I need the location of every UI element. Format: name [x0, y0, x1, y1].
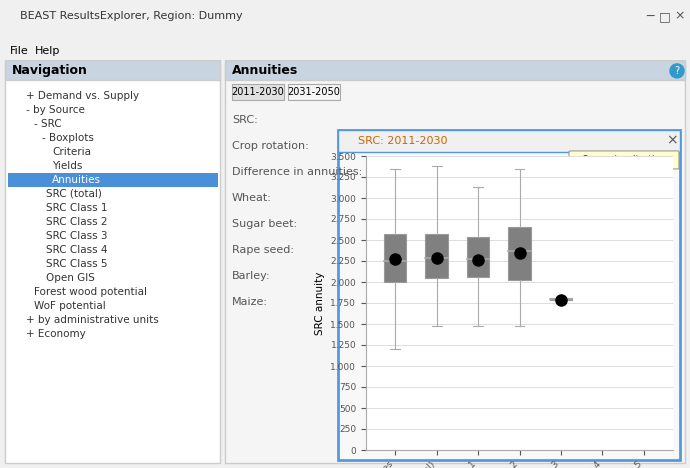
- Text: Criteria: Criteria: [52, 147, 91, 157]
- Bar: [425, 234, 448, 278]
- Text: ?: ?: [674, 66, 680, 76]
- Bar: [466, 237, 489, 277]
- Circle shape: [670, 64, 684, 78]
- Bar: [225, 65, 685, 463]
- Text: □: □: [659, 10, 671, 23]
- Text: BEAST ResultsExplorer, Region: Dummy: BEAST ResultsExplorer, Region: Dummy: [20, 11, 243, 21]
- Text: + Demand vs. Supply: + Demand vs. Supply: [26, 91, 139, 101]
- FancyBboxPatch shape: [569, 151, 679, 169]
- Text: SRC:: SRC:: [232, 115, 258, 125]
- Bar: [508, 227, 531, 280]
- Y-axis label: SRC annuity: SRC annuity: [315, 271, 325, 335]
- Text: Maize:: Maize:: [232, 297, 268, 307]
- Bar: [338, 130, 680, 152]
- Text: ×: ×: [666, 134, 678, 148]
- Text: - Boxplots: - Boxplots: [42, 133, 94, 143]
- Text: Rape seed:: Rape seed:: [232, 245, 294, 255]
- Text: SRC Class 3: SRC Class 3: [46, 231, 108, 241]
- Bar: [232, 84, 284, 100]
- Text: File: File: [10, 46, 29, 56]
- Text: Annuities: Annuities: [52, 175, 101, 185]
- Text: SRC Class 5: SRC Class 5: [46, 259, 108, 269]
- Bar: [5, 65, 220, 463]
- Text: Help: Help: [35, 46, 61, 56]
- Text: Forest wood potential: Forest wood potential: [34, 287, 147, 297]
- Text: + by administrative units: + by administrative units: [26, 315, 159, 325]
- Text: - SRC: - SRC: [34, 119, 61, 129]
- Bar: [5, 60, 220, 80]
- Bar: [338, 130, 680, 460]
- Bar: [549, 298, 573, 300]
- Text: SRC Class 2: SRC Class 2: [46, 217, 108, 227]
- Text: SRC Class 1: SRC Class 1: [46, 203, 108, 213]
- Text: 2011-2030: 2011-2030: [232, 87, 284, 97]
- Text: Crop rotation:: Crop rotation:: [232, 141, 308, 151]
- Bar: [8, 173, 218, 187]
- Text: Open GIS: Open GIS: [46, 273, 95, 283]
- Text: Barley:: Barley:: [232, 271, 270, 281]
- Text: SRC: 2011-2030: SRC: 2011-2030: [358, 136, 448, 146]
- Text: + Economy: + Economy: [26, 329, 86, 339]
- Text: ×: ×: [675, 10, 685, 23]
- Bar: [288, 84, 340, 100]
- Bar: [384, 234, 406, 282]
- Text: Open visualisation: Open visualisation: [582, 155, 666, 164]
- Text: SRC Class 4: SRC Class 4: [46, 245, 108, 255]
- Text: Sugar beet:: Sugar beet:: [232, 219, 297, 229]
- Text: 2031-2050: 2031-2050: [288, 87, 340, 97]
- Text: Navigation: Navigation: [12, 65, 88, 77]
- Bar: [225, 60, 685, 80]
- Text: SRC (total): SRC (total): [46, 189, 102, 199]
- Text: Yields: Yields: [52, 161, 82, 171]
- Text: - by Source: - by Source: [26, 105, 85, 115]
- Text: Wheat:: Wheat:: [232, 193, 272, 203]
- Text: ─: ─: [647, 10, 653, 23]
- Text: Difference in annuities:: Difference in annuities:: [232, 167, 362, 177]
- Text: Annuities: Annuities: [232, 65, 298, 77]
- Text: WoF potential: WoF potential: [34, 301, 106, 311]
- Bar: [552, 167, 574, 185]
